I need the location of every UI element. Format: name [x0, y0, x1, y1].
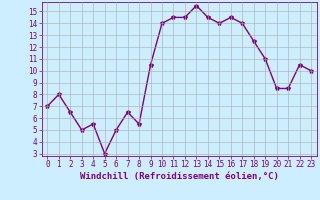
- X-axis label: Windchill (Refroidissement éolien,°C): Windchill (Refroidissement éolien,°C): [80, 172, 279, 181]
